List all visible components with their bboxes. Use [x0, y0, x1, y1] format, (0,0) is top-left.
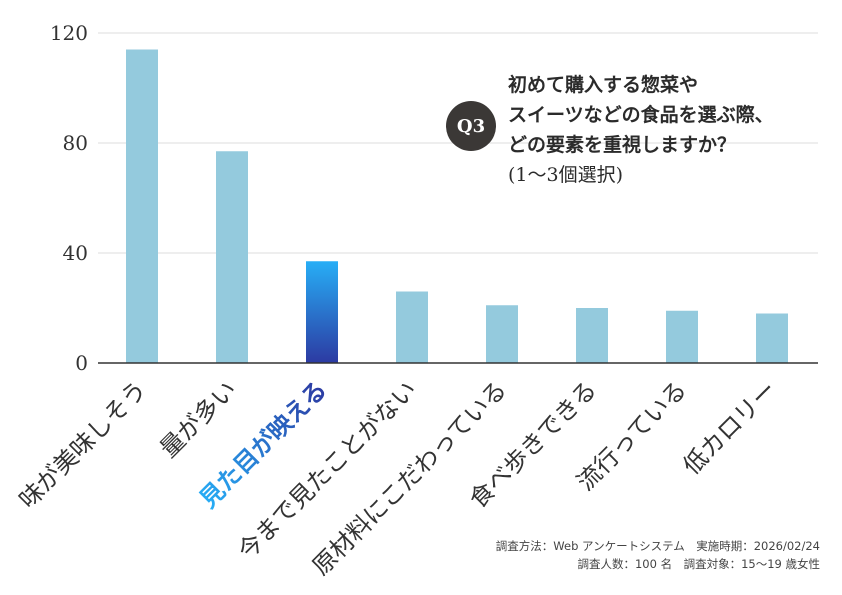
question-selection-note: (1〜3個選択) [508, 164, 624, 186]
bar-4 [486, 305, 518, 363]
axes: 0 40 80 120 [50, 21, 818, 375]
bar-3 [396, 291, 428, 363]
question-line-1: 初めて購入する惣菜や [508, 74, 699, 96]
bars [126, 49, 788, 363]
y-tick-label-120: 120 [50, 21, 88, 45]
question-line-2: スイーツなどの食品を選ぶ際、 [508, 104, 774, 126]
question-badge: Q3 [446, 101, 496, 151]
y-tick-label-0: 0 [75, 351, 88, 375]
y-tick-label-40: 40 [63, 241, 88, 265]
bar-2 [306, 261, 338, 363]
footnote-sample: 調査人数：100 名 調査対象：15〜19 歳女性 [577, 557, 820, 571]
survey-footnote: 調査方法：Web アンケートシステム 実施時期：2026/02/24 調査人数：… [496, 537, 820, 573]
bar-6 [666, 310, 698, 363]
x-tick-label-0: 味が美味しそう [14, 375, 153, 514]
bar-0 [126, 49, 158, 363]
footnote-method: 調査方法：Web アンケートシステム 実施時期：2026/02/24 [495, 539, 820, 553]
bar-5 [576, 308, 608, 363]
x-tick-label-7: 低カロリー [678, 375, 783, 480]
x-tick-label-1: 量が多い [155, 375, 243, 463]
question-line-3: どの要素を重視しますか？ [508, 134, 737, 156]
y-tick-label-80: 80 [63, 131, 88, 155]
bar-7 [756, 313, 788, 363]
x-tick-label-3: 今まで見たことがない [233, 375, 423, 565]
bar-1 [216, 151, 248, 363]
question-text: 初めて購入する惣菜や スイーツなどの食品を選ぶ際、 どの要素を重視しますか？ (… [508, 70, 838, 190]
